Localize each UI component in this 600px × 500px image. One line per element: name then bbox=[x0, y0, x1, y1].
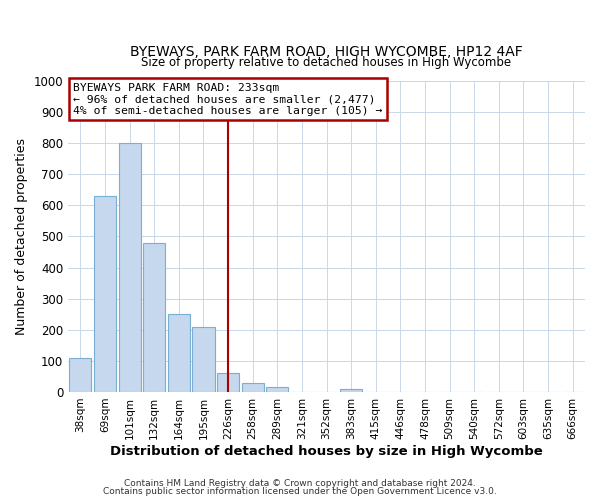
Bar bbox=[168, 314, 190, 392]
Bar bbox=[119, 143, 140, 392]
Bar bbox=[193, 326, 215, 392]
X-axis label: Distribution of detached houses by size in High Wycombe: Distribution of detached houses by size … bbox=[110, 444, 543, 458]
Bar bbox=[340, 389, 362, 392]
Bar bbox=[69, 358, 91, 392]
Bar bbox=[266, 388, 289, 392]
Title: BYEWAYS, PARK FARM ROAD, HIGH WYCOMBE, HP12 4AF: BYEWAYS, PARK FARM ROAD, HIGH WYCOMBE, H… bbox=[130, 45, 523, 59]
Text: Size of property relative to detached houses in High Wycombe: Size of property relative to detached ho… bbox=[142, 56, 512, 68]
Text: Contains public sector information licensed under the Open Government Licence v3: Contains public sector information licen… bbox=[103, 487, 497, 496]
Bar bbox=[242, 382, 264, 392]
Text: Contains HM Land Registry data © Crown copyright and database right 2024.: Contains HM Land Registry data © Crown c… bbox=[124, 478, 476, 488]
Bar bbox=[94, 196, 116, 392]
Y-axis label: Number of detached properties: Number of detached properties bbox=[15, 138, 28, 335]
Bar bbox=[143, 242, 165, 392]
Text: BYEWAYS PARK FARM ROAD: 233sqm
← 96% of detached houses are smaller (2,477)
4% o: BYEWAYS PARK FARM ROAD: 233sqm ← 96% of … bbox=[73, 82, 383, 116]
Bar bbox=[217, 374, 239, 392]
